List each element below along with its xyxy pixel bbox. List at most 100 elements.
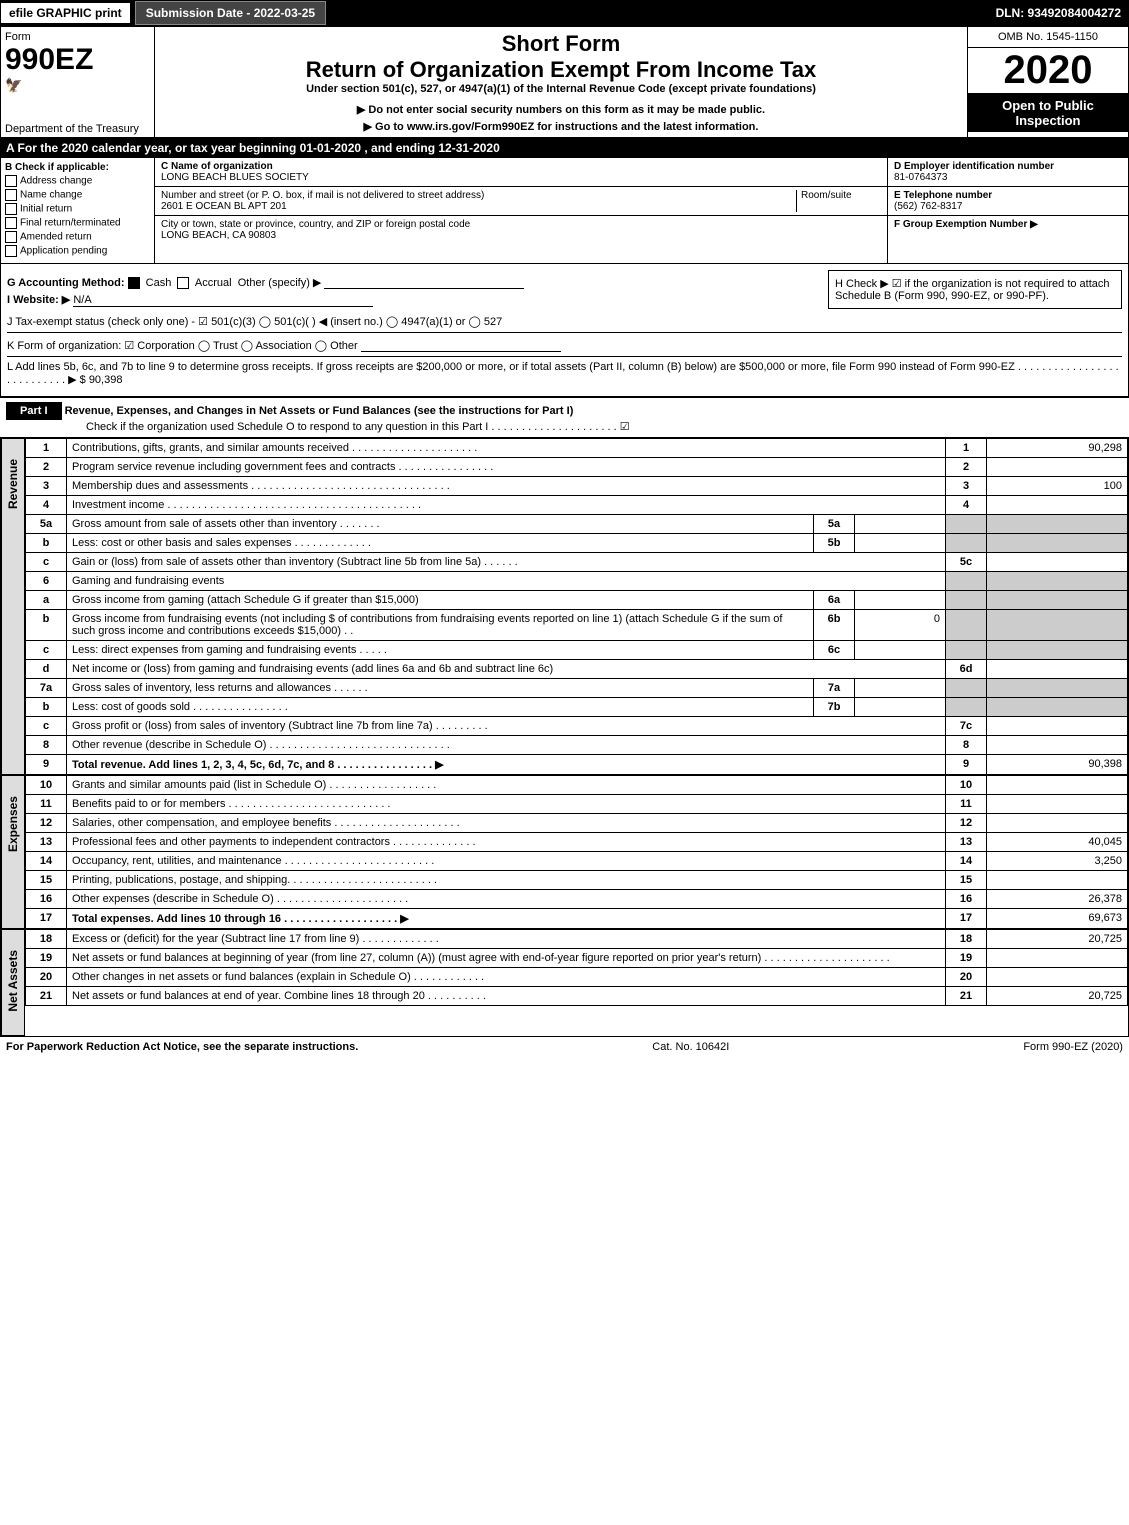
line-6d: dNet income or (loss) from gaming and fu… [26, 660, 1128, 679]
chk-initial-return[interactable]: Initial return [5, 203, 150, 215]
line-7b: bLess: cost of goods sold . . . . . . . … [26, 698, 1128, 717]
c-name-label: C Name of organization [161, 161, 273, 172]
line-13: 13Professional fees and other payments t… [26, 833, 1128, 852]
line-6b: bGross income from fundraising events (n… [26, 610, 1128, 641]
ein: 81-0764373 [894, 172, 947, 183]
f-label: F Group Exemption Number ▶ [894, 219, 1038, 230]
section-b: B Check if applicable: Address change Na… [1, 158, 155, 263]
org-city: LONG BEACH, CA 90803 [161, 230, 276, 241]
chk-app-pending[interactable]: Application pending [5, 245, 150, 257]
org-address: 2601 E OCEAN BL APT 201 [161, 201, 287, 212]
goto-link[interactable]: ▶ Go to www.irs.gov/Form990EZ for instru… [163, 120, 959, 133]
g-accrual-check[interactable] [177, 277, 189, 289]
return-title: Return of Organization Exempt From Incom… [163, 57, 959, 83]
line-20: 20Other changes in net assets or fund ba… [26, 968, 1128, 987]
netassets-table: 18Excess or (deficit) for the year (Subt… [25, 929, 1128, 1006]
chk-name-change[interactable]: Name change [5, 189, 150, 201]
treasury-seal-icon: 🦅 [5, 77, 150, 94]
chk-final-return[interactable]: Final return/terminated [5, 217, 150, 229]
line-4: 4Investment income . . . . . . . . . . .… [26, 496, 1128, 515]
revenue-sidebar: Revenue [1, 438, 25, 775]
paperwork-notice: For Paperwork Reduction Act Notice, see … [6, 1041, 358, 1053]
netassets-section: Net Assets 18Excess or (deficit) for the… [0, 929, 1129, 1036]
line-10: 10Grants and similar amounts paid (list … [26, 776, 1128, 795]
part1-sub: Check if the organization used Schedule … [86, 421, 630, 433]
line-5a: 5aGross amount from sale of assets other… [26, 515, 1128, 534]
d-label: D Employer identification number [894, 161, 1054, 172]
section-def: D Employer identification number 81-0764… [887, 158, 1128, 263]
line-19: 19Net assets or fund balances at beginni… [26, 949, 1128, 968]
line-11: 11Benefits paid to or for members . . . … [26, 795, 1128, 814]
line-14: 14Occupancy, rent, utilities, and mainte… [26, 852, 1128, 871]
line-18: 18Excess or (deficit) for the year (Subt… [26, 930, 1128, 949]
line-a-bar: A For the 2020 calendar year, or tax yea… [0, 138, 1129, 158]
line-15: 15Printing, publications, postage, and s… [26, 871, 1128, 890]
tax-year: 2020 [968, 48, 1128, 94]
line-17: 17Total expenses. Add lines 10 through 1… [26, 909, 1128, 929]
chk-address-change[interactable]: Address change [5, 175, 150, 187]
org-name: LONG BEACH BLUES SOCIETY [161, 172, 309, 183]
revenue-section: Revenue 1Contributions, gifts, grants, a… [0, 438, 1129, 775]
line-5c: cGain or (loss) from sale of assets othe… [26, 553, 1128, 572]
addr-label: Number and street (or P. O. box, if mail… [161, 190, 484, 201]
open-public: Open to Public Inspection [968, 94, 1128, 132]
page-footer: For Paperwork Reduction Act Notice, see … [0, 1036, 1129, 1057]
submission-date: Submission Date - 2022-03-25 [135, 1, 326, 25]
dln-label: DLN: 93492084004272 [996, 6, 1129, 20]
part1-title: Revenue, Expenses, and Changes in Net As… [65, 405, 574, 417]
under-section: Under section 501(c), 527, or 4947(a)(1)… [163, 83, 959, 95]
h-box: H Check ▶ ☑ if the organization is not r… [828, 270, 1122, 309]
website-field[interactable]: N/A [73, 294, 373, 307]
line-3: 3Membership dues and assessments . . . .… [26, 477, 1128, 496]
line-1: 1Contributions, gifts, grants, and simil… [26, 439, 1128, 458]
header-middle: Short Form Return of Organization Exempt… [155, 27, 968, 137]
line-j: J Tax-exempt status (check only one) - ☑… [7, 315, 1122, 328]
header-left: Form 990EZ 🦅 Department of the Treasury [1, 27, 155, 137]
line-6a: aGross income from gaming (attach Schedu… [26, 591, 1128, 610]
line-16: 16Other expenses (describe in Schedule O… [26, 890, 1128, 909]
g-label: G Accounting Method: [7, 277, 125, 289]
line-8: 8Other revenue (describe in Schedule O) … [26, 736, 1128, 755]
part1-header-row: Part I Revenue, Expenses, and Changes in… [0, 397, 1129, 438]
g-cash-check[interactable] [128, 277, 140, 289]
omb-number: OMB No. 1545-1150 [968, 27, 1128, 48]
section-c: C Name of organization LONG BEACH BLUES … [155, 158, 887, 263]
line-6: 6Gaming and fundraising events [26, 572, 1128, 591]
expenses-sidebar: Expenses [1, 775, 25, 929]
do-not-enter: ▶ Do not enter social security numbers o… [163, 103, 959, 116]
form-ref: Form 990-EZ (2020) [1023, 1041, 1123, 1053]
cat-no: Cat. No. 10642I [652, 1041, 729, 1053]
form-word: Form [5, 31, 150, 43]
g-other-field[interactable] [324, 274, 524, 289]
expenses-table: 10Grants and similar amounts paid (list … [25, 775, 1128, 929]
top-bar: efile GRAPHIC print Submission Date - 20… [0, 0, 1129, 26]
form-header: Form 990EZ 🦅 Department of the Treasury … [0, 26, 1129, 138]
line-12: 12Salaries, other compensation, and empl… [26, 814, 1128, 833]
department-label: Department of the Treasury [5, 123, 139, 135]
part1-label: Part I [6, 402, 62, 420]
i-label: I Website: ▶ [7, 294, 70, 306]
room-label: Room/suite [801, 190, 852, 201]
city-label: City or town, state or province, country… [161, 219, 470, 230]
section-bcdef: B Check if applicable: Address change Na… [0, 158, 1129, 264]
short-form-title: Short Form [163, 31, 959, 57]
line-5b: bLess: cost or other basis and sales exp… [26, 534, 1128, 553]
line-k: K Form of organization: ☑ Corporation ◯ … [7, 332, 1122, 352]
g-other-label: Other (specify) ▶ [238, 277, 322, 289]
chk-amended[interactable]: Amended return [5, 231, 150, 243]
k-other-field[interactable] [361, 337, 561, 352]
line-2: 2Program service revenue including gover… [26, 458, 1128, 477]
netassets-sidebar: Net Assets [1, 929, 25, 1036]
line-6c: cLess: direct expenses from gaming and f… [26, 641, 1128, 660]
section-ghijkl: H Check ▶ ☑ if the organization is not r… [0, 264, 1129, 397]
expenses-section: Expenses 10Grants and similar amounts pa… [0, 775, 1129, 929]
b-label: B Check if applicable: [5, 162, 150, 173]
line-21: 21Net assets or fund balances at end of … [26, 987, 1128, 1006]
revenue-table: 1Contributions, gifts, grants, and simil… [25, 438, 1128, 775]
line-9: 9Total revenue. Add lines 1, 2, 3, 4, 5c… [26, 755, 1128, 775]
efile-print-button[interactable]: efile GRAPHIC print [0, 2, 131, 24]
line-7c: cGross profit or (loss) from sales of in… [26, 717, 1128, 736]
line-l: L Add lines 5b, 6c, and 7b to line 9 to … [7, 356, 1122, 386]
line-7a: 7aGross sales of inventory, less returns… [26, 679, 1128, 698]
phone: (562) 762-8317 [894, 201, 962, 212]
